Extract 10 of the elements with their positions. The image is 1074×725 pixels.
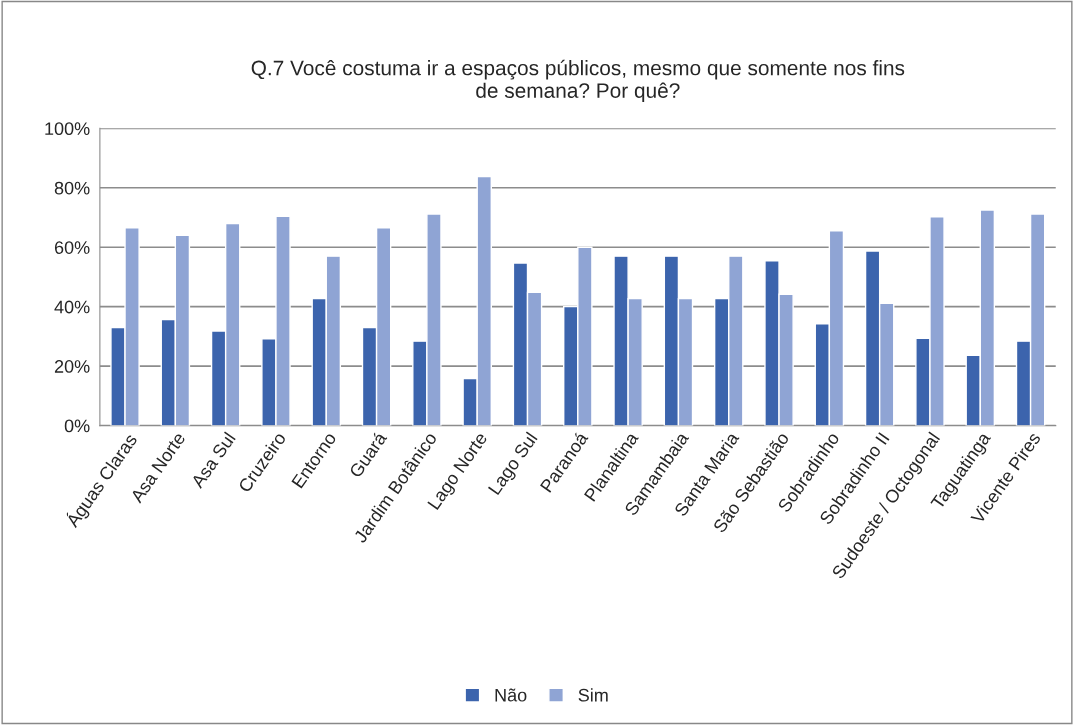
legend-label: Não bbox=[495, 688, 527, 702]
chart-title: Q.7 Você costuma ir a espaços públicos, mesmo que somente nos fins de semana? Por quê? bbox=[251, 59, 905, 103]
y-tick-label: 40% bbox=[54, 300, 90, 314]
legend-label: Sim bbox=[578, 688, 608, 702]
y-tick-label: 60% bbox=[54, 241, 90, 254]
y-tick-label: 0% bbox=[64, 419, 90, 433]
y-tick-label: 100% bbox=[45, 122, 90, 136]
y-tick-label: 80% bbox=[54, 181, 90, 195]
x-tick-label: Asa Sul bbox=[189, 431, 236, 489]
y-tick-label: 20% bbox=[54, 360, 90, 373]
